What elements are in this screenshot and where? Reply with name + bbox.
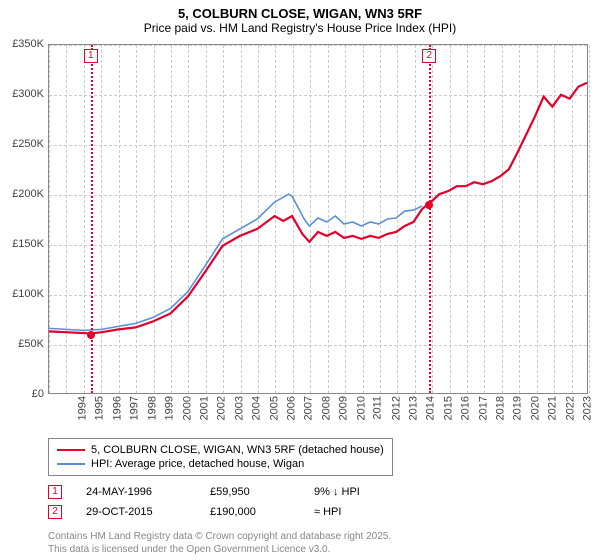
legend-item: HPI: Average price, detached house, Wiga… [57,457,384,471]
x-tick-label: 2010 [355,396,367,420]
y-tick-label: £250K [12,138,44,150]
transaction-date: 24-MAY-1996 [86,486,186,498]
x-tick-label: 2007 [303,396,315,420]
y-tick-label: £50K [18,338,44,350]
marker-dot [87,331,95,339]
transaction-price: £59,950 [210,486,290,498]
x-tick-label: 2002 [216,396,228,420]
transaction-marker: 2 [48,505,62,519]
x-tick-label: 2020 [529,396,541,420]
chart-title: 5, COLBURN CLOSE, WIGAN, WN3 5RF [0,0,600,21]
x-tick-label: 2012 [390,396,402,420]
legend-box: 5, COLBURN CLOSE, WIGAN, WN3 5RF (detach… [48,438,393,476]
y-tick-label: £100K [12,288,44,300]
chart-lines [49,45,587,393]
x-tick-label: 2016 [460,396,472,420]
legend-swatch [57,463,85,465]
x-tick-label: 1997 [129,396,141,420]
x-tick-label: 1995 [94,396,106,420]
y-tick-label: £150K [12,238,44,250]
x-tick-label: 2014 [425,396,437,420]
x-tick-label: 2017 [477,396,489,420]
chart-plot-area: 12 [48,44,588,394]
marker-dot [425,201,433,209]
y-tick-label: £350K [12,38,44,50]
transaction-date: 29-OCT-2015 [86,506,186,518]
x-tick-label: 2003 [233,396,245,420]
x-tick-label: 1994 [76,396,88,420]
legend-swatch [57,449,85,451]
x-tick-label: 2001 [198,396,210,420]
x-tick-label: 2005 [268,396,280,420]
transaction-note: ≈ HPI [314,506,341,518]
footer-attribution: Contains HM Land Registry data © Crown c… [48,530,391,556]
footer-line: Contains HM Land Registry data © Crown c… [48,530,391,543]
transaction-table: 1 24-MAY-1996 £59,950 9% ↓ HPI 2 29-OCT-2015 £… [48,482,360,522]
x-tick-label: 2018 [495,396,507,420]
transaction-price: £190,000 [210,506,290,518]
x-tick-label: 2011 [372,396,384,420]
x-tick-label: 2009 [338,396,350,420]
x-tick-label: 2013 [407,396,419,420]
x-tick-label: 1996 [111,396,123,420]
legend-item: 5, COLBURN CLOSE, WIGAN, WN3 5RF (detach… [57,443,384,457]
transaction-row: 1 24-MAY-1996 £59,950 9% ↓ HPI [48,482,360,502]
x-tick-label: 2022 [564,396,576,420]
x-tick-label: 1998 [146,396,158,420]
x-tick-label: 2023 [582,396,594,420]
series-line [49,194,422,330]
y-tick-label: £0 [32,388,44,400]
transaction-row: 2 29-OCT-2015 £190,000 ≈ HPI [48,502,360,522]
y-tick-label: £300K [12,88,44,100]
y-tick-label: £200K [12,188,44,200]
x-tick-label: 2000 [181,396,193,420]
x-tick-label: 1999 [164,396,176,420]
x-tick-label: 2019 [512,396,524,420]
marker-label: 1 [84,49,98,63]
x-tick-label: 2015 [442,396,454,420]
x-tick-label: 2008 [320,396,332,420]
transaction-marker: 1 [48,485,62,499]
series-line [49,83,587,334]
x-tick-label: 2021 [547,396,559,420]
legend-label: 5, COLBURN CLOSE, WIGAN, WN3 5RF (detach… [91,444,384,456]
x-tick-label: 2004 [251,396,263,420]
legend-label: HPI: Average price, detached house, Wiga… [91,458,304,470]
footer-line: This data is licensed under the Open Gov… [48,543,391,556]
x-tick-label: 2006 [286,396,298,420]
marker-label: 2 [422,49,436,63]
chart-subtitle: Price paid vs. HM Land Registry's House … [0,21,600,39]
transaction-note: 9% ↓ HPI [314,486,360,498]
